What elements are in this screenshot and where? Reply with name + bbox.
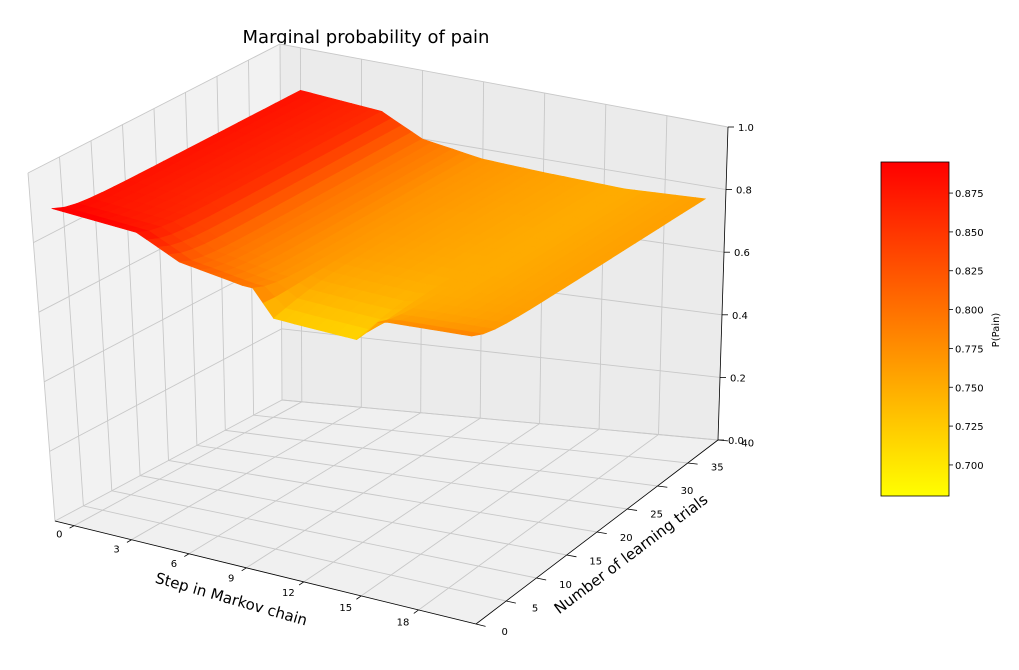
x-tick-mark [356,595,362,600]
colorbar-tick-label: 0.725 [955,422,984,433]
x-tick-label: 3 [113,544,119,555]
z-axis-line [717,126,729,441]
colorbar-gradient [880,161,950,497]
x-tick-label: 0 [56,530,62,541]
y-tick-label: 0 [502,627,508,638]
z-tick-label: 0.4 [732,311,748,322]
y-tick-label: 15 [589,556,602,567]
colorbar-tick-label: 0.825 [955,267,984,278]
x-tick-label: 18 [397,617,410,628]
colorbar-tick-label: 0.775 [955,344,984,355]
chart-title: Marginal probability of pain [243,27,490,48]
y-tick-label: 20 [620,533,633,544]
z-tick-label: 1.0 [738,123,754,134]
grid-line-z [27,43,729,174]
y-tick-mark [566,554,577,558]
colorbar-tick-label: 0.850 [955,228,984,239]
z-tick-label: 0.2 [730,373,746,384]
y-tick-label: 25 [650,509,663,520]
pane-floor [55,400,718,624]
x-tick-mark [69,525,75,529]
z-tick-label: 0.6 [734,248,750,259]
x-tick-mark [241,567,247,572]
y-tick-label: 10 [559,580,572,591]
y-tick-mark [475,623,486,627]
x-tick-label: 9 [228,574,234,585]
y-tick-mark [657,485,668,488]
x-axis-ticks: 0 3 6 9 12 15 18 [56,525,419,628]
x-tick-label: 15 [339,603,352,614]
y-tick-mark [536,577,547,581]
colorbar-label: P(Pain) [991,313,1002,348]
colorbar-tick-label: 0.750 [955,383,984,394]
z-tick-label: 0.8 [736,186,752,197]
y-axis-ticks: 0 5 10 15 20 25 30 35 40 [475,439,754,638]
y-tick-mark [596,531,607,535]
surface-patch [461,331,484,337]
x-tick-label: 6 [171,559,177,570]
y-tick-label: 40 [741,439,754,450]
colorbar: 0.700 0.725 0.750 0.775 0.800 0.825 0.850 0.875… [880,161,1002,497]
colorbar-tick-label: 0.800 [955,306,984,317]
colorbar-tick-label: 0.875 [955,189,984,200]
x-tick-mark [126,539,132,543]
y-tick-label: 30 [681,486,694,497]
grid-line-z [49,328,721,452]
surface [51,89,707,341]
z-axis-ticks: 0.0 0.2 0.4 0.6 0.8 1.0 [718,123,754,447]
x-axis-line [54,520,477,625]
grid-line-z [54,399,719,522]
colorbar-ticks: 0.700 0.725 0.750 0.775 0.800 0.825 0.850 0.875 [949,189,984,472]
x-tick-label: 12 [282,588,295,599]
x-tick-mark [413,609,419,614]
y-tick-mark [627,508,638,511]
y-tick-mark [506,600,516,604]
x-tick-mark [184,553,190,557]
colorbar-tick-label: 0.700 [955,461,984,472]
y-tick-label: 5 [532,604,538,615]
y-tick-mark [687,462,698,465]
x-tick-mark [298,581,304,586]
z-tick-label: 0.0 [728,436,744,447]
y-tick-label: 35 [711,462,724,473]
